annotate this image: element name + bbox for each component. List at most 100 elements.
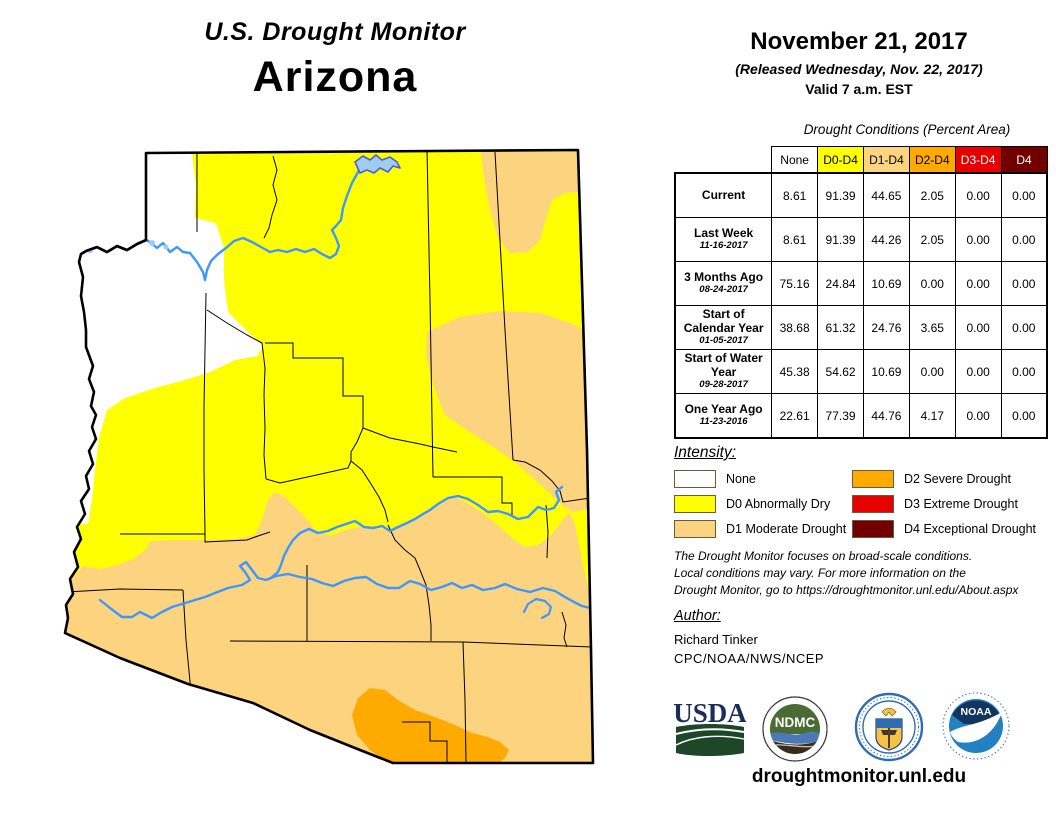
usda-field-shape [676,724,744,756]
value-cell: 0.00 [1000,217,1048,262]
value-cell: 44.65 [862,172,910,218]
lake-mead [149,240,155,246]
usda-swoosh-1 [675,728,745,735]
legend-col-left: None D0 Abnormally Dry D1 Moderate Drought [674,466,849,541]
value-cell: 0.00 [1000,172,1048,218]
legend-label: D1 Moderate Drought [726,521,847,536]
value-cell: 2.05 [908,217,956,262]
state-title: Arizona [252,53,418,101]
value-cell: 22.61 [771,393,819,439]
value-cell: 10.69 [862,261,910,306]
disclaimer-line-3: Drought Monitor, go to https://droughtmo… [674,583,1019,597]
table-row: Start of Water Year 09-28-2017 45.38 54.62 1… [674,349,1048,394]
ndmc-logo-text: NDMC [775,715,816,730]
value-cell: 0.00 [1000,261,1048,306]
legend-label: D4 Exceptional Drought [904,521,1037,536]
value-cell: 0.00 [954,172,1002,218]
value-cell: 91.39 [817,217,864,262]
column-header-d0-d4: D0-D4 [817,146,864,174]
san-pedro-river [522,597,553,620]
legend-label: D3 Extreme Drought [904,496,1018,511]
column-header-d1-d4: D1-D4 [862,146,910,174]
value-cell: 0.00 [954,217,1002,262]
column-header-d4: D4 [1000,146,1048,174]
drought-d1-east [426,311,593,512]
value-cell: 77.39 [817,393,864,439]
agency-logos: USDA NDMC [672,690,1048,766]
value-cell: 0.00 [1000,393,1048,439]
value-cell: 44.76 [862,393,910,439]
value-cell: 75.16 [771,261,819,306]
value-cell: 2.05 [908,172,956,218]
legend-swatch [674,519,716,538]
lake-powell [354,154,401,174]
value-cell: 0.00 [954,305,1002,350]
row-sublabel-date: 08-24-2017 [699,284,748,296]
commerce-seal [854,692,924,762]
noaa-logo-text: NOAA [961,706,992,718]
row-label: Start of Calendar Year 01-05-2017 [674,305,773,350]
row-sublabel-date: 01-05-2017 [699,335,748,347]
drought-d1-northeast [480,150,593,253]
usdm-title: U.S. Drought Monitor [204,18,466,46]
value-cell: 3.65 [908,305,956,350]
disclaimer-text: The Drought Monitor focuses on broad-sca… [674,548,1018,599]
noaa-logo: NOAA [942,692,1010,760]
row-sublabel-date: 09-28-2017 [699,379,748,391]
value-cell: 54.62 [817,349,864,394]
legend-swatch [852,469,894,488]
value-cell: 8.61 [771,172,819,218]
value-cell: 91.39 [817,172,864,218]
value-cell: 44.26 [862,217,910,262]
value-cell: 0.00 [1000,305,1048,350]
row-label: Last Week 11-16-2017 [674,217,773,262]
usda-logo-text: USDA [674,698,746,728]
colorado-river [144,158,365,282]
value-cell: 0.00 [954,393,1002,439]
value-cell: 0.00 [908,261,956,306]
legend-label: D2 Severe Drought [904,471,1012,486]
usda-logo: USDA [674,698,746,756]
value-cell: 4.17 [908,393,956,439]
legend-item: None [674,466,849,491]
lake-patch [163,244,169,250]
legend-item: D3 Extreme Drought [852,491,1048,516]
table-corner-cell [675,146,772,173]
row-sublabel-date: 11-16-2017 [699,240,748,252]
row-sublabel-date: 11-23-2016 [699,416,748,428]
legend-swatch [674,494,716,513]
legend-item: D0 Abnormally Dry [674,491,849,516]
salt-river [270,485,564,579]
column-header-none: None [771,146,819,174]
row-label: Start of Water Year 09-28-2017 [674,349,773,394]
legend-swatch [674,469,716,488]
table-header-row: None D0-D4 D1-D4 D2-D4 D3-D4 D4 [675,146,1048,174]
legend-label: D0 Abnormally Dry [726,496,831,511]
arizona-state-outline [63,148,595,765]
date-block: November 21, 2017 (Released Wednesday, N… [672,28,1046,97]
ndmc-logo: NDMC [762,696,828,762]
value-cell: 45.38 [771,349,819,394]
column-header-d2-d4: D2-D4 [908,146,956,174]
disclaimer-line-2: Local conditions may vary. For more info… [674,566,966,580]
value-cell: 0.00 [1000,349,1048,394]
table-row: One Year Ago 11-23-2016 22.61 77.39 44.76 4.1… [674,393,1048,439]
table-row: Current 8.61 91.39 44.65 2.05 0.00 0.00 [674,172,1048,218]
value-cell: 0.00 [954,261,1002,306]
county-lines [65,150,593,763]
drought-conditions-table: None D0-D4 D1-D4 D2-D4 D3-D4 D4 Current 8.61 91… [674,146,1048,439]
map-title-block: U.S. Drought Monitor Arizona [40,18,630,102]
value-cell: 0.00 [908,349,956,394]
author-name: Richard Tinker [674,632,758,647]
gila-river [98,560,592,620]
arizona-drought-map [63,148,595,765]
value-cell: 61.32 [817,305,864,350]
legend-item: D1 Moderate Drought [674,516,849,541]
disclaimer-line-1: The Drought Monitor focuses on broad-sca… [674,549,973,563]
value-cell: 38.68 [771,305,819,350]
value-cell: 0.00 [954,349,1002,394]
author-org: CPC/NOAA/NWS/NCEP [674,651,825,666]
value-cell: 10.69 [862,349,910,394]
table-row: Start of Calendar Year 01-05-2017 38.68 61.… [674,305,1048,350]
legend-swatch [852,494,894,513]
